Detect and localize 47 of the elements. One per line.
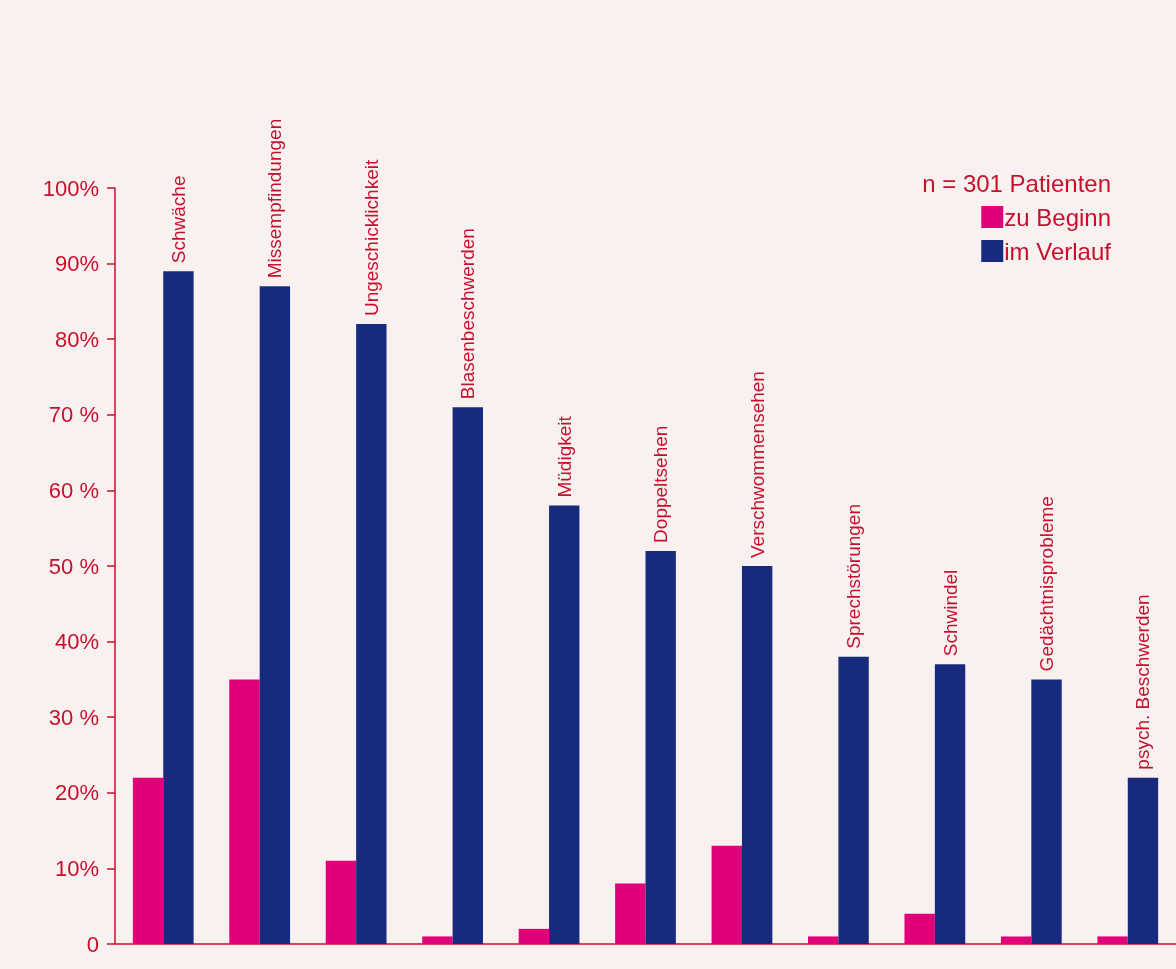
bar <box>132 777 164 944</box>
x-tick-label: Ungeschicklichkeit <box>360 159 382 317</box>
bar <box>711 845 742 944</box>
x-tick-label: Sprechstörungen <box>843 504 865 649</box>
x-tick-label: Gedächtnisprobleme <box>1036 496 1058 672</box>
bar <box>1031 679 1062 944</box>
y-tick-label: 70 % <box>48 402 99 428</box>
bar <box>838 656 869 944</box>
bar <box>518 928 550 944</box>
bar <box>325 860 357 944</box>
y-tick-label: 20% <box>54 780 99 806</box>
y-tick-label: 100% <box>42 175 99 201</box>
x-tick-label: Verschwommensehen <box>746 371 768 558</box>
x-tick-label: psych. Beschwerden <box>1132 594 1154 770</box>
y-tick-label: 50 % <box>48 553 99 579</box>
bar <box>1127 777 1159 944</box>
bar <box>1000 936 1032 944</box>
bar <box>904 913 935 944</box>
x-tick-label: Blasenbeschwerden <box>457 228 479 400</box>
x-tick-label: Missempfindungen <box>264 118 286 279</box>
bar <box>1097 936 1128 944</box>
legend-label: zu Beginn <box>1004 203 1111 231</box>
bar <box>422 936 453 944</box>
bar <box>452 407 483 944</box>
x-tick-label: Doppeltsehen <box>650 425 672 543</box>
y-tick-label: 60 % <box>48 477 99 503</box>
y-tick-label: 30 % <box>48 704 99 730</box>
bar <box>259 286 291 944</box>
bar <box>356 324 387 944</box>
bar <box>645 550 676 944</box>
bar <box>163 271 194 944</box>
y-tick-label: 80% <box>54 326 99 352</box>
y-tick-label: 40% <box>54 629 99 655</box>
bar <box>229 679 260 944</box>
x-tick-label: Schwäche <box>167 175 189 264</box>
x-tick-label: Schwindel <box>939 569 961 657</box>
bar <box>808 936 839 944</box>
x-tick-label: Müdigkeit <box>553 415 575 498</box>
y-tick-label: 10% <box>54 855 99 881</box>
bar <box>934 664 966 944</box>
y-tick-label: 0 <box>86 931 99 957</box>
y-tick-label: 90% <box>54 251 99 277</box>
legend-title: n = 301 Patienten <box>922 169 1111 197</box>
bar <box>741 566 773 944</box>
legend-label: im Verlauf <box>1004 237 1112 265</box>
bar <box>615 883 646 944</box>
bar <box>549 505 580 944</box>
